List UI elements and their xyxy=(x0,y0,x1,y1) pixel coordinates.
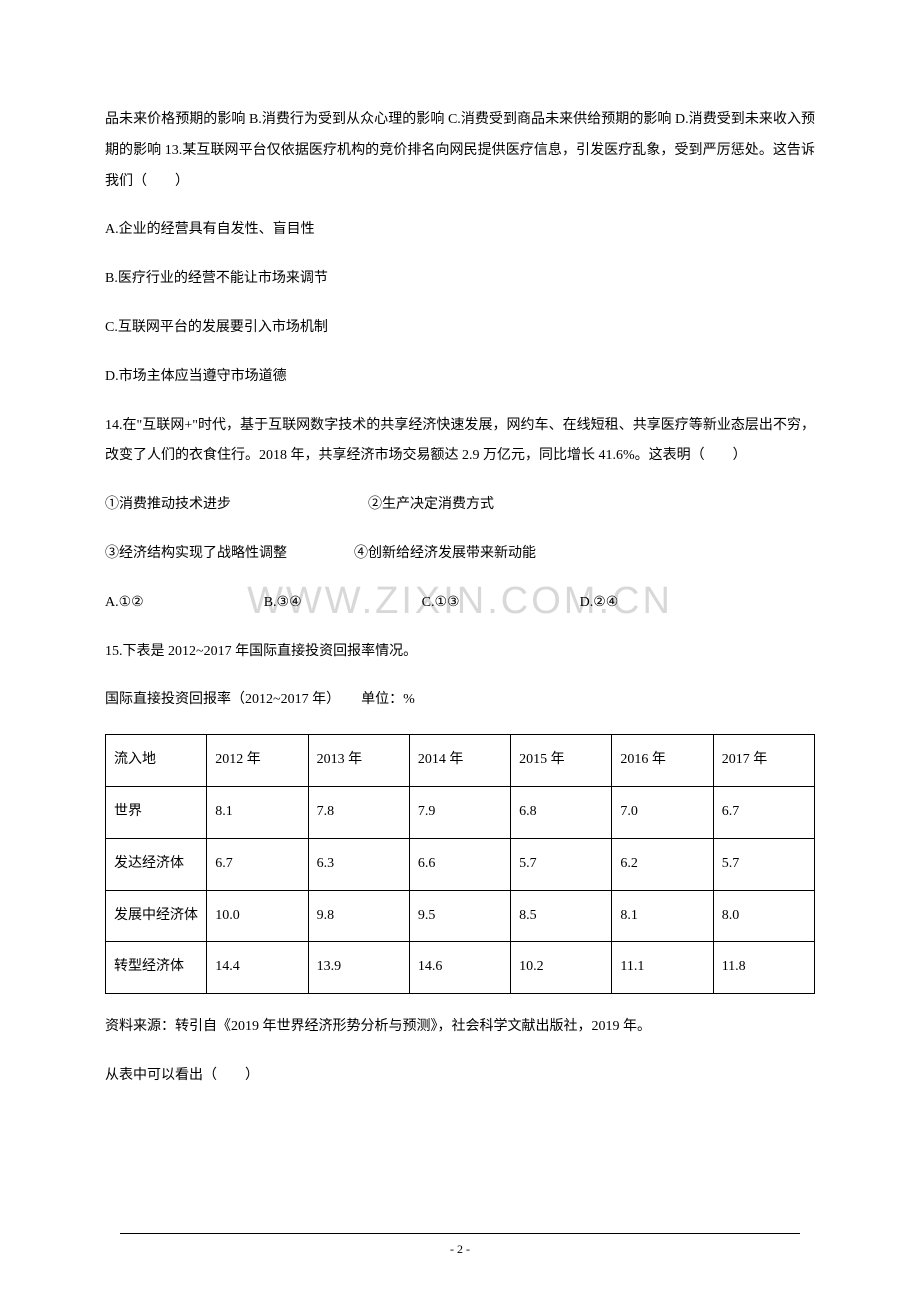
q13-option-d: D.市场主体应当遵守市场道德 xyxy=(105,362,815,393)
footer-divider xyxy=(120,1233,800,1234)
table-cell: 8.0 xyxy=(713,890,814,942)
table-cell: 10.0 xyxy=(207,890,308,942)
table-cell: 6.3 xyxy=(308,838,409,890)
table-header-cell: 2017 年 xyxy=(713,735,814,787)
table-cell: 5.7 xyxy=(511,838,612,890)
q13-option-c: C.互联网平台的发展要引入市场机制 xyxy=(105,313,815,344)
q14-stmt-4: ④创新给经济发展带来新动能 xyxy=(354,546,536,561)
table-cell: 11.8 xyxy=(713,942,814,994)
table-cell: 6.8 xyxy=(511,786,612,838)
table-cell: 6.6 xyxy=(409,838,510,890)
q14-option-c: C.①③ xyxy=(422,588,460,619)
q15-question: 从表中可以看出（ ） xyxy=(105,1061,815,1092)
table-cell: 发达经济体 xyxy=(106,838,207,890)
table-header-cell: 2014 年 xyxy=(409,735,510,787)
table-cell: 7.8 xyxy=(308,786,409,838)
table-cell: 世界 xyxy=(106,786,207,838)
table-cell: 6.2 xyxy=(612,838,713,890)
q14-stmt-3: ③经济结构实现了战略性调整 xyxy=(105,546,287,561)
q14-text: 14.在"互联网+"时代，基于互联网数字技术的共享经济快速发展，网约车、在线短租… xyxy=(105,411,815,473)
table-cell: 7.0 xyxy=(612,786,713,838)
table-header-cell: 2012 年 xyxy=(207,735,308,787)
q14-stmt-1: ①消费推动技术进步 xyxy=(105,497,231,512)
q15-subtitle: 国际直接投资回报率（2012~2017 年） 单位：% xyxy=(105,685,815,716)
table-header-cell: 2015 年 xyxy=(511,735,612,787)
table-cell: 10.2 xyxy=(511,942,612,994)
table-cell: 6.7 xyxy=(207,838,308,890)
q14-statements-line2: ③经济结构实现了战略性调整 ④创新给经济发展带来新动能 xyxy=(105,539,815,570)
table-cell: 13.9 xyxy=(308,942,409,994)
page-footer: - 2 - xyxy=(0,1233,920,1257)
table-cell: 转型经济体 xyxy=(106,942,207,994)
page-number: - 2 - xyxy=(0,1242,920,1257)
table-cell: 9.8 xyxy=(308,890,409,942)
table-cell: 6.7 xyxy=(713,786,814,838)
table-header-cell: 流入地 xyxy=(106,735,207,787)
q14-options: A.①② B.③④ C.①③ D.②④ xyxy=(105,588,815,619)
table-row: 发展中经济体10.09.89.58.58.18.0 xyxy=(106,890,815,942)
q14-stmt-2: ②生产决定消费方式 xyxy=(368,497,494,512)
table-body: 流入地2012 年2013 年2014 年2015 年2016 年2017 年世… xyxy=(106,735,815,994)
table-cell: 11.1 xyxy=(612,942,713,994)
table-row: 发达经济体6.76.36.65.76.25.7 xyxy=(106,838,815,890)
table-header-cell: 2016 年 xyxy=(612,735,713,787)
table-cell: 发展中经济体 xyxy=(106,890,207,942)
table-cell: 8.5 xyxy=(511,890,612,942)
table-cell: 14.6 xyxy=(409,942,510,994)
table-header-cell: 2013 年 xyxy=(308,735,409,787)
q13-option-a: A.企业的经营具有自发性、盲目性 xyxy=(105,215,815,246)
table-cell: 9.5 xyxy=(409,890,510,942)
document-content: 品未来价格预期的影响 B.消费行为受到从众心理的影响 C.消费受到商品未来供给预… xyxy=(105,105,815,1092)
table-cell: 14.4 xyxy=(207,942,308,994)
table-cell: 7.9 xyxy=(409,786,510,838)
intro-paragraph: 品未来价格预期的影响 B.消费行为受到从众心理的影响 C.消费受到商品未来供给预… xyxy=(105,105,815,197)
q14-option-b: B.③④ xyxy=(264,588,302,619)
q14-statements-line1: ①消费推动技术进步 ②生产决定消费方式 xyxy=(105,490,815,521)
q13-option-b: B.医疗行业的经营不能让市场来调节 xyxy=(105,264,815,295)
table-cell: 5.7 xyxy=(713,838,814,890)
q14-option-d: D.②④ xyxy=(580,588,619,619)
table-row: 转型经济体14.413.914.610.211.111.8 xyxy=(106,942,815,994)
table-cell: 8.1 xyxy=(207,786,308,838)
table-cell: 8.1 xyxy=(612,890,713,942)
q15-source: 资料来源：转引自《2019 年世界经济形势分析与预测》，社会科学文献出版社，20… xyxy=(105,1012,815,1043)
q15-text: 15.下表是 2012~2017 年国际直接投资回报率情况。 xyxy=(105,637,815,668)
table-header-row: 流入地2012 年2013 年2014 年2015 年2016 年2017 年 xyxy=(106,735,815,787)
q14-option-a: A.①② xyxy=(105,588,144,619)
table-row: 世界8.17.87.96.87.06.7 xyxy=(106,786,815,838)
investment-return-table: 流入地2012 年2013 年2014 年2015 年2016 年2017 年世… xyxy=(105,734,815,994)
